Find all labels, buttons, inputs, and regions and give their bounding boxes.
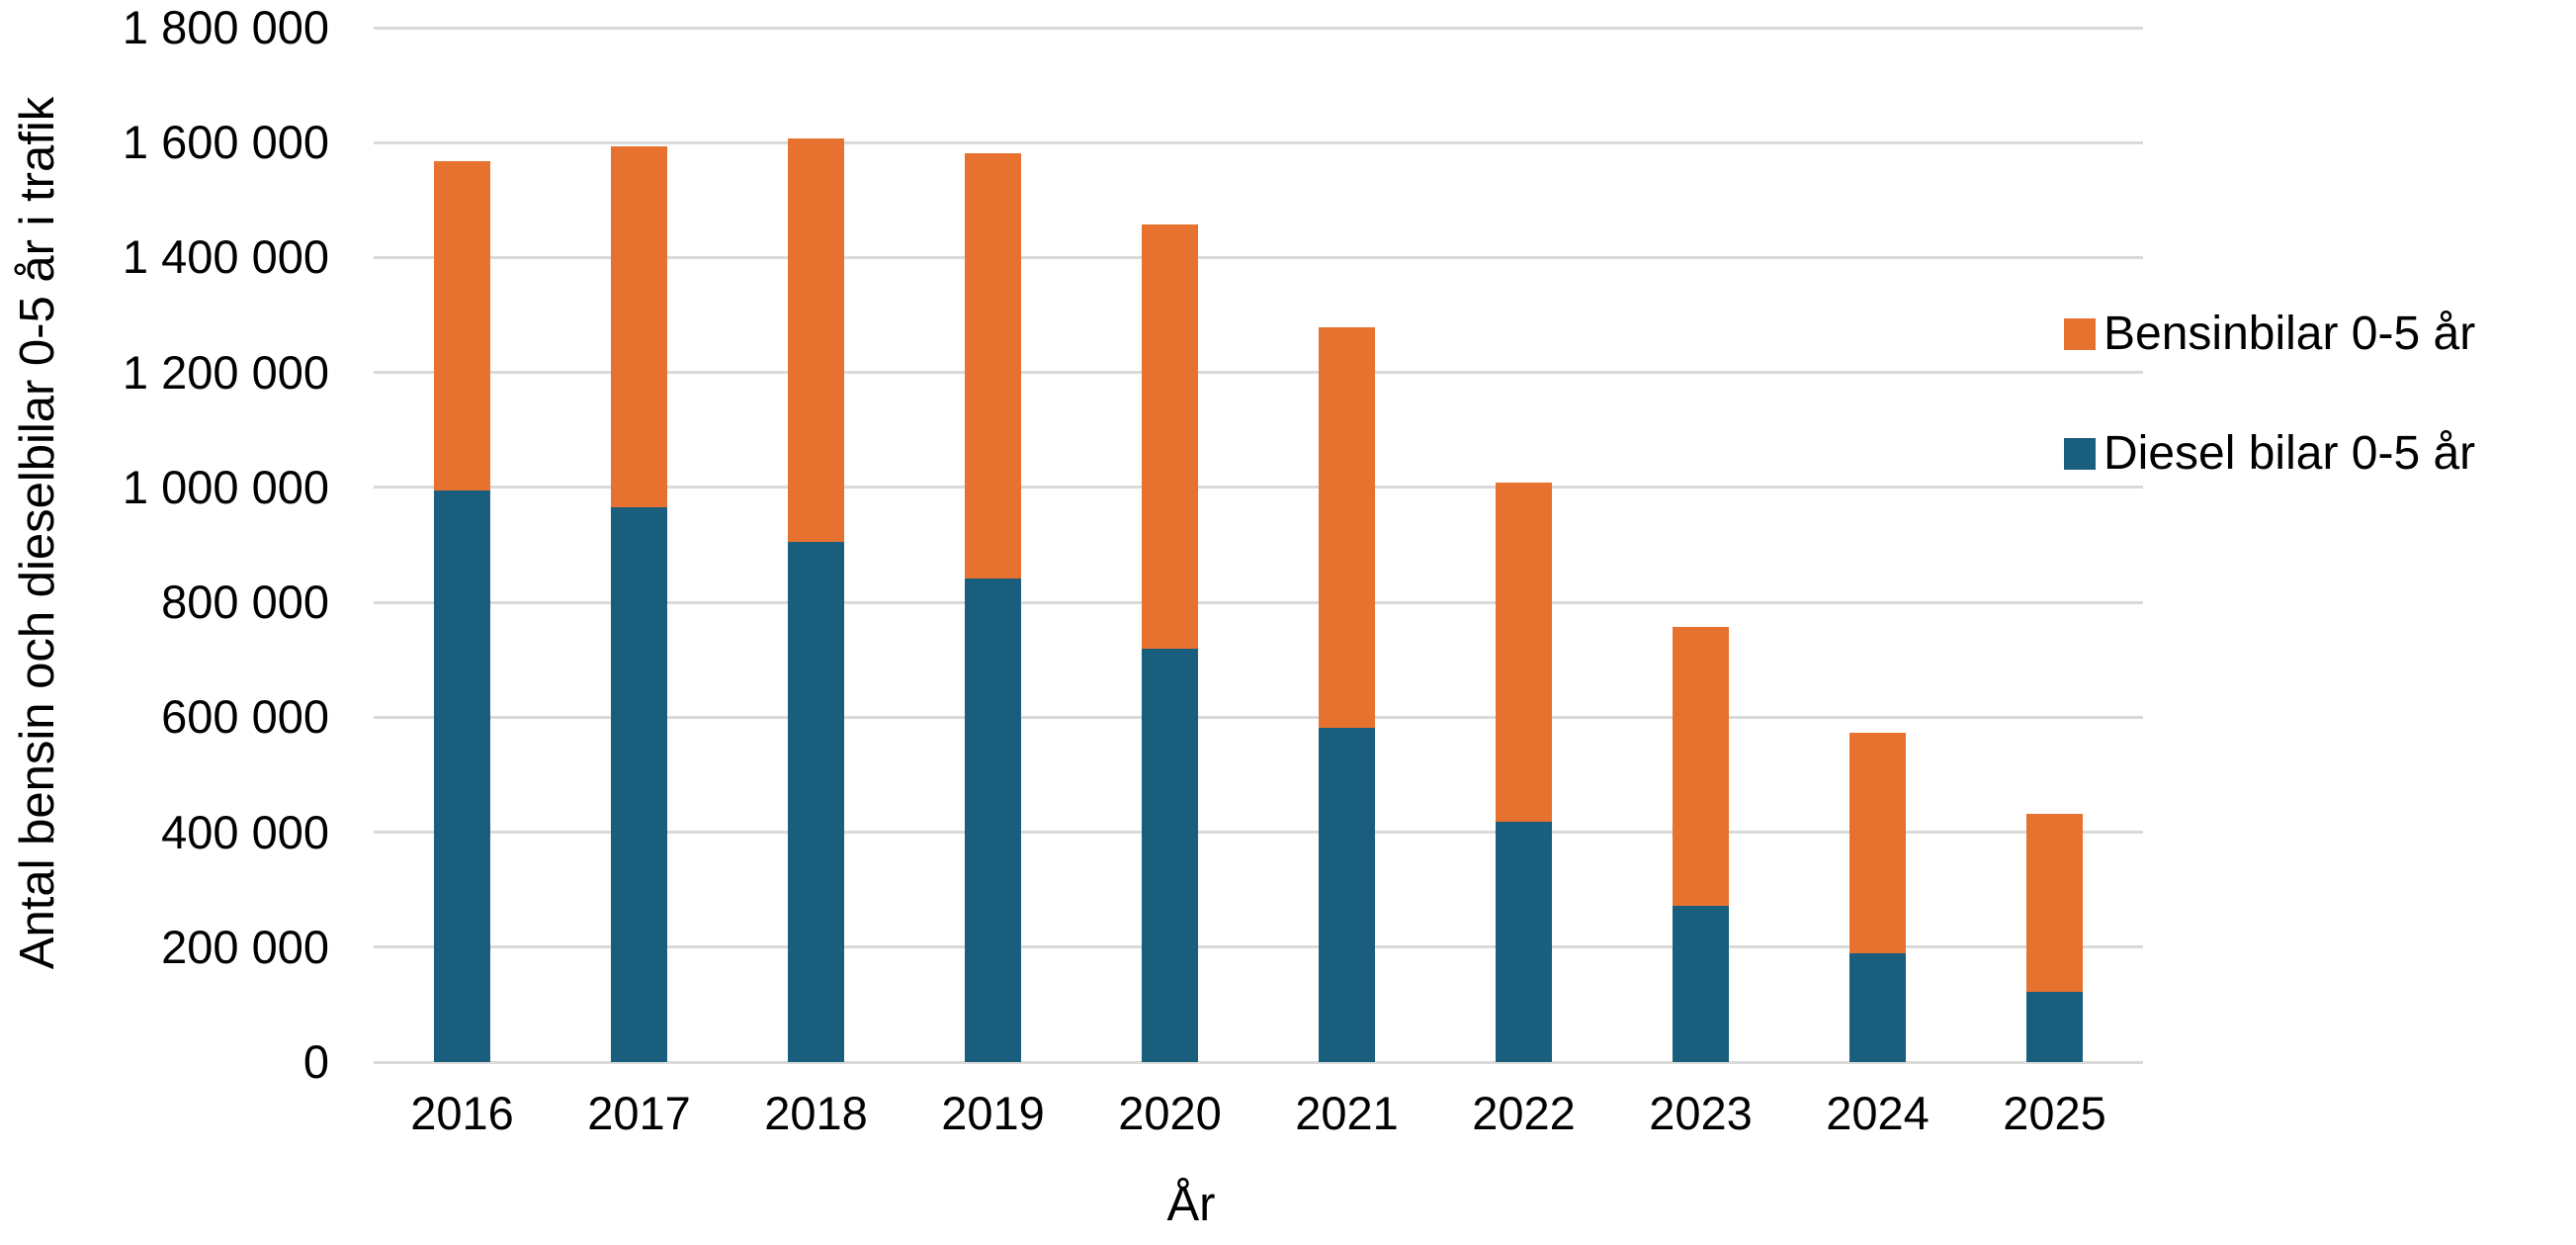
- gridline: [374, 486, 2143, 489]
- y-tick-label: 1 800 000: [122, 1, 329, 53]
- bar-2025: [2026, 813, 2083, 1062]
- x-tick-label: 2018: [764, 1087, 868, 1139]
- y-tick-label: 200 000: [161, 920, 329, 973]
- bar-segment-diesel: [788, 542, 844, 1062]
- x-tick-label: 2022: [1472, 1087, 1576, 1139]
- gridline: [374, 831, 2143, 835]
- x-tick-label: 2016: [410, 1087, 514, 1139]
- bar-segment-bensin: [2026, 813, 2083, 992]
- bar-segment-bensin: [611, 145, 667, 508]
- bar-2018: [788, 137, 844, 1062]
- bar-2021: [1319, 327, 1375, 1062]
- bar-segment-bensin: [1142, 223, 1198, 649]
- x-tick-label: 2019: [941, 1087, 1045, 1139]
- bar-segment-bensin: [1849, 733, 1906, 953]
- bar-2019: [965, 153, 1021, 1062]
- y-tick-label: 1 000 000: [122, 460, 329, 513]
- bar-segment-bensin: [1673, 627, 1729, 906]
- x-tick-label: 2021: [1295, 1087, 1399, 1139]
- legend-item-diesel: Diesel bilar 0-5 år: [2064, 426, 2475, 481]
- gridline: [374, 715, 2143, 719]
- bar-segment-diesel: [2026, 991, 2083, 1062]
- x-tick-label: 2024: [1826, 1087, 1930, 1139]
- y-tick-label: 800 000: [161, 576, 329, 629]
- bar-2017: [611, 145, 667, 1062]
- legend-swatch-diesel-icon: [2064, 437, 2096, 470]
- bar-segment-bensin: [1496, 483, 1552, 823]
- y-tick-label: 600 000: [161, 690, 329, 744]
- bar-segment-diesel: [1319, 727, 1375, 1062]
- x-tick-label: 2020: [1118, 1087, 1222, 1139]
- x-axis-title: År: [1166, 1178, 1216, 1231]
- legend-label-bensin: Bensinbilar 0-5 år: [2104, 308, 2476, 360]
- y-tick-label: 0: [302, 1035, 329, 1088]
- legend-label-diesel: Diesel bilar 0-5 år: [2104, 427, 2476, 480]
- bar-segment-bensin: [788, 137, 844, 543]
- bar-2022: [1496, 483, 1552, 1062]
- bar-segment-diesel: [434, 489, 490, 1062]
- bar-segment-bensin: [965, 153, 1021, 579]
- y-tick-label: 1 200 000: [122, 345, 329, 399]
- y-tick-label: 1 600 000: [122, 116, 329, 169]
- bar-2023: [1673, 627, 1729, 1062]
- gridline: [374, 600, 2143, 604]
- plot-area: [374, 26, 2143, 1064]
- gridline: [374, 371, 2143, 375]
- bar-segment-diesel: [965, 578, 1021, 1062]
- y-tick-label: 400 000: [161, 805, 329, 858]
- x-tick-label: 2023: [1649, 1087, 1753, 1139]
- bar-segment-bensin: [1319, 327, 1375, 728]
- legend-item-bensin: Bensinbilar 0-5 år: [2064, 307, 2475, 361]
- gridline: [374, 255, 2143, 259]
- legend-swatch-bensin-icon: [2064, 317, 2096, 350]
- bar-2024: [1849, 733, 1906, 1062]
- x-tick-label: 2025: [2003, 1087, 2106, 1139]
- gridline: [374, 26, 2143, 30]
- gridline: [374, 140, 2143, 144]
- y-tick-label: 1 400 000: [122, 230, 329, 284]
- bar-2020: [1142, 223, 1198, 1062]
- bar-segment-diesel: [1673, 905, 1729, 1062]
- bar-segment-diesel: [611, 507, 667, 1062]
- bar-segment-diesel: [1142, 648, 1198, 1062]
- bar-2016: [434, 161, 490, 1062]
- gridline: [374, 1060, 2143, 1064]
- bar-segment-bensin: [434, 161, 490, 490]
- x-tick-label: 2017: [587, 1087, 691, 1139]
- gridline: [374, 945, 2143, 949]
- bar-segment-diesel: [1496, 822, 1552, 1062]
- bar-segment-diesel: [1849, 952, 1906, 1062]
